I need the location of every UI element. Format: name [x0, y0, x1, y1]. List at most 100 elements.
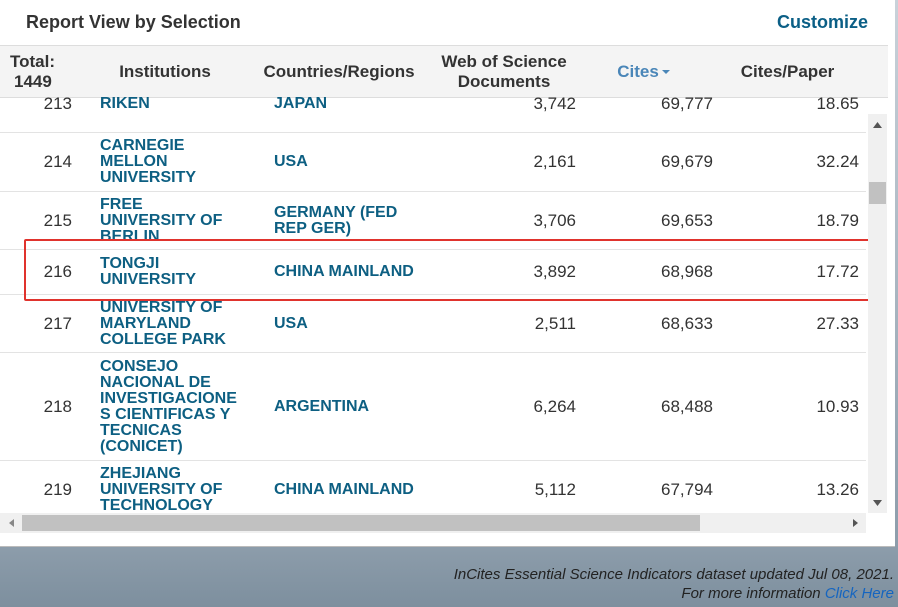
column-header[interactable]: Countries/Regions [263, 61, 415, 81]
table-cell: 68,488 [600, 353, 713, 460]
table-row: 218 CONSEJO NACIONAL DE INVESTIGACIONES C… [0, 353, 866, 461]
table-cell: 17.72 [740, 250, 859, 294]
table-cell: CHINA MAINLAND [274, 461, 424, 513]
institution[interactable]: UNIVERSITY OF MARYLAND COLLEGE PARK [100, 298, 226, 348]
table-cell: 216 [0, 250, 72, 294]
table-cell: 5,112 [440, 461, 576, 513]
cites: 68,488 [661, 396, 713, 416]
rank: 216 [43, 262, 72, 281]
table-cell: 32.24 [740, 133, 859, 191]
country: CHINA MAINLAND [274, 263, 414, 280]
table-cell: 10.93 [740, 353, 859, 460]
table-cell: 68,633 [600, 295, 713, 352]
table-cell: 2,511 [440, 295, 576, 352]
table-cell: UNIVERSITY OF MARYLAND COLLEGE PARK [100, 295, 242, 352]
country: CHINA MAINLAND [274, 480, 414, 498]
rank: 213 [43, 97, 72, 113]
cites-per-paper: 27.33 [816, 313, 859, 333]
vertical-scrollbar[interactable] [868, 114, 887, 513]
table-row: 215 FREE UNIVERSITY OF BERLIN GERMANY (FED… [0, 192, 866, 250]
table-body: 213 RIKEN JAPAN 3,742 69,777 18.65 214 CARNEGIE… [0, 97, 866, 513]
cites-per-paper: 10.93 [816, 396, 859, 416]
column-header[interactable]: Web of Science Documents [441, 51, 567, 91]
table-header: Total: 1449 Institutions Countries/Regio… [0, 45, 888, 98]
cites-per-paper: 13.26 [816, 479, 859, 499]
highlight-box [24, 239, 873, 301]
table-cell: 218 [0, 353, 72, 460]
panel: Report View by Selection Customize Total… [0, 12, 895, 547]
footer: InCites Essential Science Indicators dat… [454, 565, 894, 603]
institution[interactable]: CARNEGIE MELLON UNIVERSITY [100, 137, 197, 186]
rank: 219 [43, 479, 72, 499]
column-header[interactable]: Cites [600, 46, 690, 97]
country: ARGENTINA [274, 397, 370, 415]
horizontal-scrollbar[interactable] [0, 513, 866, 533]
cites: 67,794 [661, 479, 713, 499]
table-cell: ZHEJIANG UNIVERSITY OF TECHNOLOGY [100, 461, 242, 513]
documents: 6,264 [533, 396, 576, 416]
table-cell: 213 [0, 97, 72, 132]
footer-note: InCites Essential Science Indicators dat… [453, 566, 894, 583]
institution[interactable]: RIKEN [100, 97, 150, 112]
table-cell: 67,794 [600, 461, 713, 513]
table-row: 217 UNIVERSITY OF MARYLAND COLLEGE PARK US… [0, 295, 866, 353]
table-cell: 69,777 [600, 97, 713, 132]
table-cell: 219 [0, 461, 72, 513]
table-cell: TONGJI UNIVERSITY [100, 250, 242, 294]
column-header[interactable]: Cites/Paper [740, 61, 835, 81]
table-cell: 13.26 [740, 461, 859, 513]
scrollbar-graphics [869, 122, 886, 506]
table-cell: 18.65 [740, 97, 859, 132]
documents: 3,706 [533, 210, 576, 230]
table-cell: 2,161 [440, 133, 576, 191]
column-header[interactable]: Institutions [119, 61, 211, 81]
table-cell: 68,968 [600, 250, 713, 294]
rank: 214 [43, 152, 72, 171]
institution[interactable]: TONGJI UNIVERSITY [100, 255, 197, 288]
table-row: 213 RIKEN JAPAN 3,742 69,777 18.65 [0, 97, 866, 133]
sort-arrow [661, 69, 670, 74]
institution[interactable]: CONSEJO NACIONAL DE INVESTIGACIONES CIEN… [100, 357, 237, 455]
table-cell: 69,679 [600, 133, 713, 191]
footer-more: For more information Click Here [454, 584, 894, 603]
table-cell: USA [274, 295, 424, 352]
total-label: Total: [10, 51, 56, 71]
table-cell: CHINA MAINLAND [274, 250, 424, 294]
cites: 68,633 [661, 313, 713, 333]
scrollbar-graphics [9, 515, 858, 531]
footer-link[interactable]: Click Here [824, 585, 894, 602]
table-cell: RIKEN [100, 97, 242, 132]
cites-per-paper: 17.72 [816, 262, 859, 281]
country: JAPAN [274, 97, 328, 112]
customize-link[interactable]: Customize [776, 12, 868, 32]
table-cell: 69,653 [600, 192, 713, 249]
cites-per-paper: 18.65 [816, 97, 859, 113]
table-row: 216 TONGJI UNIVERSITY CHINA MAINLAND 3,892 6… [0, 250, 866, 295]
cites: 68,968 [661, 262, 713, 281]
table-cell: 217 [0, 295, 72, 352]
table-cell: 3,892 [440, 250, 576, 294]
table-cell: GERMANY (FED REP GER) [274, 192, 424, 249]
rank: 215 [43, 210, 72, 230]
table-cell: JAPAN [274, 97, 424, 132]
institution[interactable]: ZHEJIANG UNIVERSITY OF TECHNOLOGY [100, 464, 223, 513]
table-cell: 6,264 [440, 353, 576, 460]
country: GERMANY (FED REP GER) [274, 203, 398, 237]
rows: 213 RIKEN JAPAN 3,742 69,777 18.65 214 CARNEGIE… [0, 97, 866, 513]
cites: 69,777 [661, 97, 713, 113]
total-value: 1449 [14, 71, 52, 91]
table-row: 214 CARNEGIE MELLON UNIVERSITY USA 2,161 69,… [0, 133, 866, 192]
panel-title: Report View by Selection [26, 12, 241, 32]
cites-per-paper: 18.79 [816, 210, 859, 230]
table-cell: CARNEGIE MELLON UNIVERSITY [100, 133, 242, 191]
table-cell: 27.33 [740, 295, 859, 352]
table-cell: ARGENTINA [274, 353, 424, 460]
institution[interactable]: FREE UNIVERSITY OF BERLIN [100, 195, 223, 245]
documents: 3,892 [533, 262, 576, 281]
footer-more-text: For more information [681, 585, 821, 602]
table-cell: 214 [0, 133, 72, 191]
column-label: Cites [617, 61, 659, 81]
documents: 2,161 [533, 152, 576, 171]
documents: 3,742 [533, 97, 576, 113]
cites: 69,679 [661, 152, 713, 171]
